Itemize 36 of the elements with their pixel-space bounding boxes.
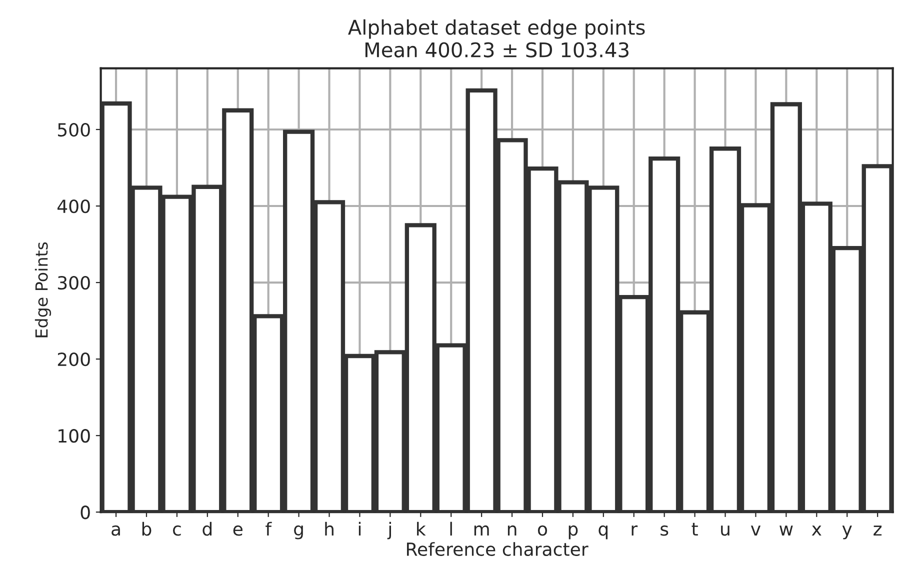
x-tick-label: q [598, 525, 608, 540]
x-tick-label: w [780, 526, 793, 536]
x-tick-label: j [387, 522, 391, 540]
chart-subtitle: Mean 400.23 ± SD 103.43 [365, 42, 628, 58]
x-tick-label: o [538, 525, 548, 536]
y-tick-label: 200 [58, 352, 90, 366]
x-tick-label: c [172, 525, 181, 536]
y-tick-label: 400 [57, 199, 90, 214]
x-tick-label: l [450, 522, 452, 536]
y-tick-label: 100 [58, 429, 90, 443]
y-axis-title: Edge Points [34, 242, 52, 338]
y-tick-label: 0 [80, 506, 90, 520]
x-tick-label: m [474, 525, 489, 536]
x-tick-label: u [721, 525, 730, 536]
x-tick-label: a [112, 525, 120, 536]
x-tick-label: r [632, 525, 638, 536]
x-tick-label: b [142, 522, 152, 536]
x-tick-label: n [508, 525, 516, 536]
x-tick-label: x [812, 526, 822, 536]
x-tick-label: s [660, 525, 668, 536]
x-tick-label: k [417, 522, 426, 536]
chart-title: Alphabet dataset edge points [348, 19, 645, 39]
x-axis-title: Reference character [407, 542, 588, 556]
x-tick-label: d [202, 522, 212, 536]
x-tick-label: t [692, 522, 698, 536]
x-tick-label: g [294, 525, 303, 540]
x-tick-label: p [568, 525, 578, 540]
x-tick-label: h [325, 522, 334, 536]
x-tick-label: z [874, 526, 882, 536]
x-tick-label: i [358, 522, 361, 536]
x-tick-label: y [842, 526, 852, 540]
y-tick-label: 300 [58, 276, 90, 290]
x-tick-label: f [266, 522, 272, 536]
x-tick-label: v [750, 526, 761, 536]
y-tick-label: 500 [58, 122, 90, 137]
x-tick-label: e [233, 525, 242, 536]
